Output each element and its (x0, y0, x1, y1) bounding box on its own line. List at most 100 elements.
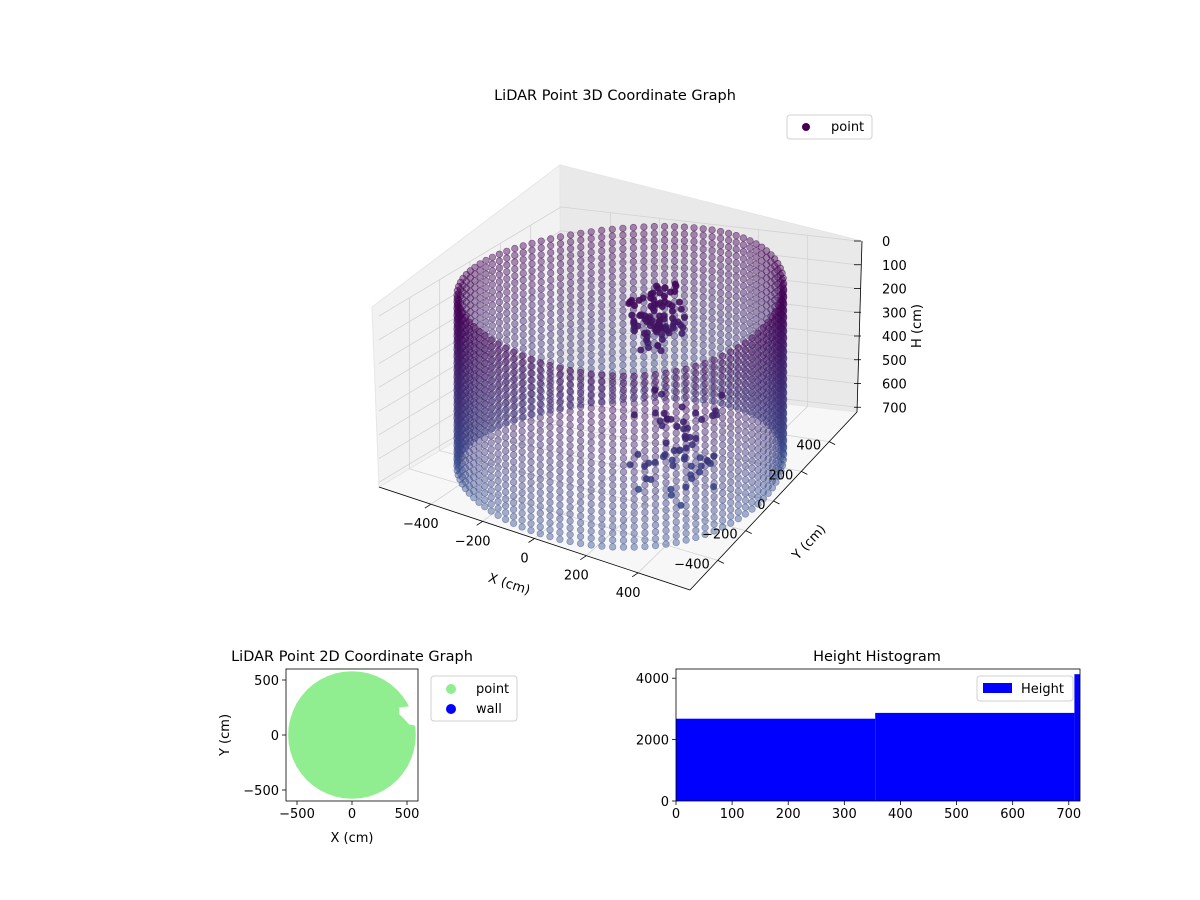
data-point (660, 270, 669, 279)
data-point (528, 239, 536, 247)
data-point (536, 530, 544, 538)
data-point (708, 301, 716, 309)
data-point (481, 373, 489, 381)
data-point (576, 485, 585, 493)
data-point (641, 522, 649, 530)
data-point (481, 339, 489, 347)
data-point (732, 307, 740, 315)
data-point (511, 313, 519, 321)
data-point (732, 320, 740, 329)
data-point (487, 473, 495, 481)
data-point (566, 483, 574, 491)
data-point (619, 454, 628, 462)
data-point (598, 295, 606, 303)
data-point (547, 290, 555, 298)
data-point (495, 284, 504, 293)
data-point (734, 501, 742, 509)
data-point (566, 354, 575, 362)
data-point (566, 455, 574, 464)
data-point (701, 407, 709, 415)
data-point (511, 306, 519, 314)
data-point (556, 342, 565, 350)
data-point (509, 485, 518, 493)
data-point (598, 481, 606, 489)
data-point (519, 331, 527, 339)
y-tick (773, 500, 780, 505)
data-point (566, 490, 574, 498)
data-point (598, 322, 606, 330)
data-point (465, 482, 473, 490)
data-point (682, 392, 690, 401)
data-point (619, 529, 628, 538)
data-point (748, 341, 756, 349)
data-point (527, 513, 535, 521)
data-point (519, 269, 527, 277)
data-point (682, 413, 690, 421)
data-point (699, 314, 707, 322)
data-point (672, 531, 680, 540)
data-point (641, 474, 649, 482)
data-point (528, 342, 536, 350)
data-point (461, 389, 470, 397)
data-point (495, 332, 504, 340)
data-point (640, 329, 649, 338)
y-tick-label: −200 (702, 528, 738, 543)
data-point (587, 228, 595, 236)
data-point (754, 377, 762, 385)
data-point (556, 460, 564, 468)
grid-line (378, 372, 858, 483)
data-point (672, 477, 680, 485)
data-point (746, 271, 754, 279)
data-point (519, 249, 527, 257)
data-point (630, 427, 638, 435)
data-point (692, 417, 700, 425)
data-point (699, 252, 707, 260)
data-point (758, 243, 766, 251)
data-point (637, 311, 645, 319)
data-point (503, 329, 511, 338)
data-point (536, 461, 544, 469)
data-point (556, 349, 565, 357)
x-tick-label-hist: 500 (944, 807, 969, 822)
data-point (716, 234, 725, 242)
data-point (587, 358, 595, 366)
data-point (641, 447, 649, 455)
data-point (657, 324, 665, 332)
data-point (527, 520, 535, 528)
data-point (527, 355, 535, 364)
data-point (481, 496, 489, 504)
data-point (718, 462, 727, 470)
data-point (619, 461, 628, 469)
data-point (536, 386, 544, 394)
data-point (495, 298, 504, 306)
data-point (741, 366, 750, 375)
data-point (482, 284, 490, 292)
data-point (741, 442, 750, 450)
data-point (487, 452, 495, 461)
data-point (481, 489, 489, 497)
data-point (482, 277, 490, 285)
data-point (662, 472, 670, 480)
data-point (608, 307, 616, 315)
data-point (609, 447, 617, 455)
data-point (509, 437, 518, 445)
data-point (672, 463, 680, 471)
y-tick-label-2d: 500 (254, 674, 279, 689)
data-point (494, 484, 502, 492)
data-point (609, 427, 617, 435)
data-point (672, 395, 680, 403)
grid-line (378, 254, 858, 364)
data-point (587, 330, 595, 339)
data-point (699, 266, 707, 274)
data-point (609, 413, 617, 421)
data-point (587, 296, 595, 304)
data-point (519, 324, 527, 332)
data-point (682, 495, 690, 503)
data-point (587, 269, 595, 277)
data-point (566, 245, 575, 253)
data-point (476, 301, 484, 309)
data-point (692, 376, 700, 384)
data-point (536, 489, 544, 497)
x-tick-label: 400 (616, 586, 641, 601)
data-point (699, 334, 707, 342)
